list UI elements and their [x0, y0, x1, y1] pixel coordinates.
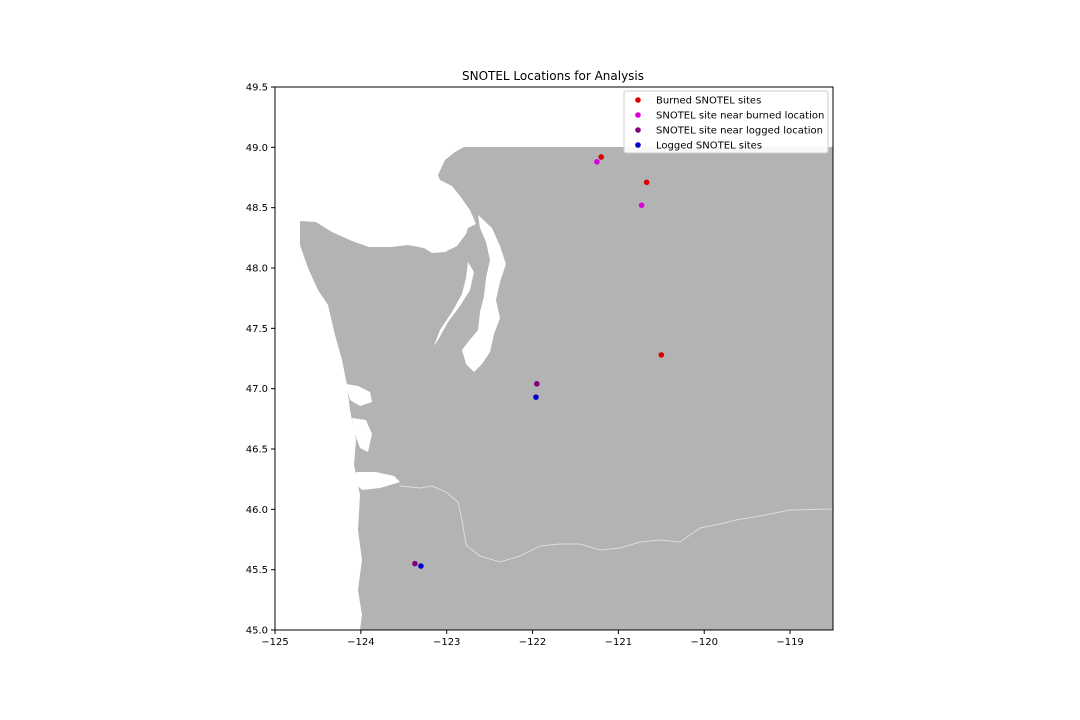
point-series-0 — [643, 179, 650, 186]
plot-frame — [274, 86, 834, 631]
chart-title: SNOTEL Locations for Analysis — [462, 69, 644, 83]
x-tick-label: −121 — [605, 637, 632, 648]
legend: Burned SNOTEL sites SNOTEL site near burn… — [623, 90, 829, 154]
x-tick-label: −122 — [519, 637, 546, 648]
point-series-0 — [598, 154, 605, 160]
legend-marker — [635, 112, 641, 118]
y-tick-label: 47.0 — [246, 384, 268, 395]
point-series-2 — [534, 381, 540, 387]
legend-items: Burned SNOTEL sites SNOTEL site near burn… — [635, 96, 824, 152]
x-tick-label: −125 — [261, 637, 288, 648]
washington-land — [300, 147, 833, 630]
point-series-0 — [658, 352, 665, 358]
y-tick-label: 46.5 — [246, 445, 268, 456]
y-tick-label: 48.0 — [246, 264, 268, 275]
y-tick-label: 45.5 — [246, 565, 268, 576]
point-series-2 — [412, 560, 418, 567]
legend-label: SNOTEL site near burned location — [656, 111, 824, 122]
point-series-1 — [594, 159, 600, 165]
y-tick-label: 47.5 — [246, 324, 268, 335]
legend-label: Burned SNOTEL sites — [656, 96, 761, 107]
legend-box — [623, 90, 829, 154]
basemap — [300, 147, 833, 630]
san-juan-waters — [428, 180, 476, 228]
point-series-3 — [533, 394, 539, 400]
puget-sound — [462, 215, 506, 372]
legend-label: SNOTEL site near logged location — [656, 126, 823, 137]
legend-marker — [635, 127, 641, 133]
point-series-1 — [638, 202, 645, 209]
willapa-bay — [352, 418, 372, 452]
y-tick-label: 49.0 — [246, 143, 268, 154]
x-axis: −125 −124 −123 −122 −121 −120 −119 — [261, 630, 804, 648]
y-axis: 45.0 45.5 46.0 46.5 47.0 47.5 48.0 48.5 49.0 49.5 — [246, 83, 275, 637]
x-tick-label: −124 — [347, 637, 374, 648]
y-tick-label: 49.5 — [246, 83, 268, 94]
y-tick-label: 45.0 — [246, 626, 268, 637]
y-tick-label: 46.0 — [246, 505, 268, 516]
data-points — [412, 154, 665, 569]
point-series-3 — [418, 563, 424, 569]
grays-harbor — [346, 384, 372, 406]
y-tick-label: 48.5 — [246, 203, 268, 214]
hood-canal — [434, 262, 474, 346]
legend-label: Logged SNOTEL sites — [656, 141, 762, 152]
x-tick-label: −123 — [433, 637, 460, 648]
state-border — [399, 485, 833, 563]
legend-marker — [635, 142, 641, 148]
x-tick-label: −120 — [690, 637, 717, 648]
columbia-river-mouth — [356, 472, 400, 490]
x-tick-label: −119 — [776, 637, 803, 648]
legend-marker — [635, 97, 641, 103]
